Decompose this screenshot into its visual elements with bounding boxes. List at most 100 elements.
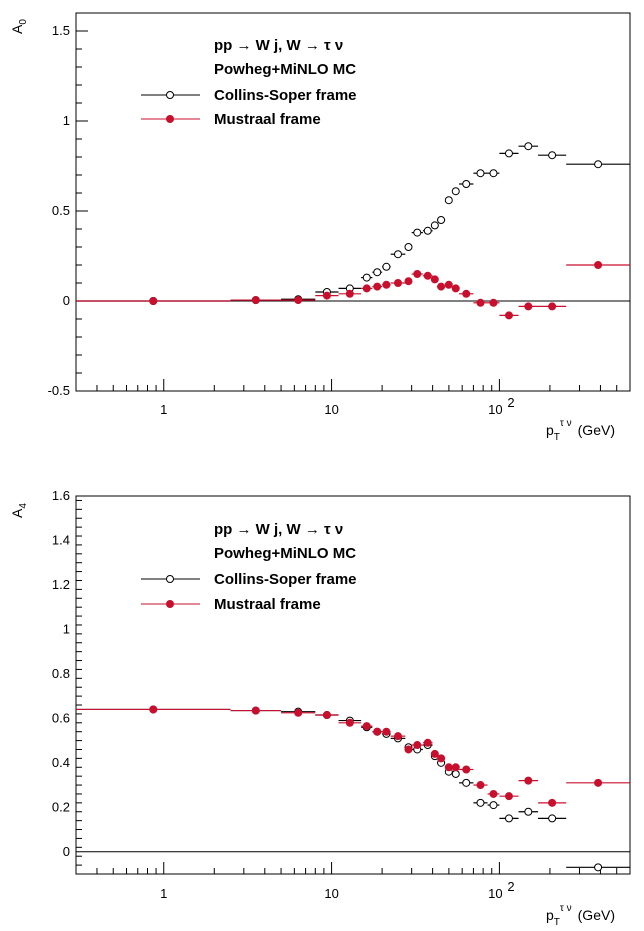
x-tick-label: 1: [160, 402, 167, 417]
data-point-cs: [524, 807, 533, 816]
plot-frame: [75, 12, 631, 392]
data-point-mustraal: [393, 732, 402, 741]
y-tick-label: 1: [63, 621, 70, 636]
data-point-mustraal: [149, 705, 158, 714]
panel-a4: A4 pTτ ν (GeV) pp → W j, W → τ ν Powheg+M…: [9, 488, 631, 928]
y-tick-label: 0.4: [52, 755, 70, 770]
data-point-mustraal: [382, 727, 391, 736]
data-point-mustraal: [373, 282, 382, 291]
data-point-mustraal: [462, 289, 471, 298]
data-point-mustraal: [404, 277, 413, 286]
data-point-mustraal: [476, 298, 485, 307]
data-point-mustraal: [451, 284, 460, 293]
data-point-cs: [462, 778, 471, 787]
y-tick-label: 1.5: [52, 23, 70, 38]
data-point-mustraal: [362, 284, 371, 293]
data-point-mustraal: [504, 792, 513, 801]
y-tick-label: 1.2: [52, 577, 70, 592]
data-point-mustraal: [489, 789, 498, 798]
legend-mu-marker: [166, 115, 174, 123]
data-point-mustraal: [382, 280, 391, 289]
data-point-cs: [451, 769, 460, 778]
data-point-cs: [437, 216, 446, 224]
data-point-cs: [404, 243, 413, 251]
data-point-mustraal: [594, 778, 603, 787]
legend-cs-label: Collins-Soper frame: [214, 571, 357, 588]
legend: pp → W j, W → τ ν Powheg+MiNLO MC Collin…: [141, 521, 357, 613]
plot-frame: [75, 495, 631, 875]
data-point-mustraal: [430, 275, 439, 284]
x-axis-label: pTτ ν (GeV): [546, 418, 615, 443]
data-point-mustraal: [594, 261, 603, 269]
data-point-mustraal: [251, 706, 260, 715]
data-point-cs: [594, 863, 603, 872]
data-point-cs: [548, 151, 557, 160]
y-tick-label: 0.6: [52, 710, 70, 725]
data-point-cs: [362, 273, 371, 282]
data-point-cs: [444, 196, 453, 205]
data-point-mustraal: [444, 763, 453, 772]
y-tick-label: 0.5: [52, 203, 70, 218]
y-tick-label: 1: [63, 113, 70, 128]
data-point-cs: [594, 160, 603, 169]
data-point-cs: [382, 262, 391, 271]
data-point-mustraal: [404, 745, 413, 754]
legend-mu-marker: [166, 600, 174, 608]
data-point-mustraal: [504, 311, 513, 320]
legend-cs-marker: [166, 575, 174, 583]
data-point-mustraal: [437, 754, 446, 763]
data-point-mustraal: [524, 302, 533, 311]
data-point-mustraal: [423, 738, 432, 747]
data-point-mustraal: [423, 271, 432, 280]
y-tick-label: 1.6: [52, 488, 70, 503]
data-point-mustraal: [476, 781, 485, 790]
data-point-cs: [476, 169, 485, 178]
x-tick-label-exponent: 2: [507, 395, 514, 410]
data-point-mustraal: [322, 291, 331, 300]
x-tick-label: 10: [324, 402, 338, 417]
y-tick-label: 0.2: [52, 799, 70, 814]
legend-mu-label: Mustraal frame: [214, 111, 321, 128]
data-point-cs: [489, 169, 498, 178]
data-point-cs: [504, 814, 513, 823]
data-point-cs: [413, 228, 422, 237]
y-tick-label: 0: [63, 293, 70, 308]
data-point-cs: [524, 142, 533, 151]
data-point-mustraal: [345, 289, 354, 298]
x-axis-label: pTτ ν (GeV): [546, 903, 615, 928]
data-point-mustraal: [345, 718, 354, 727]
panel-a0: A0 pTτ ν (GeV) pp → W j, W → τ ν Powheg+M…: [9, 12, 631, 443]
legend: pp → W j, W → τ ν Powheg+MiNLO MC Collin…: [141, 37, 357, 128]
legend-generator: Powheg+MiNLO MC: [214, 61, 356, 78]
data-point-cs: [489, 801, 498, 810]
data-point-mustraal: [430, 749, 439, 758]
y-tick-label: 1.4: [52, 532, 70, 547]
data-point-mustraal: [548, 798, 557, 807]
data-point-mustraal: [413, 741, 422, 750]
data-point-cs: [548, 814, 557, 823]
y-tick-label: 0: [63, 844, 70, 859]
data-point-cs: [462, 180, 471, 188]
x-tick-label: 1: [160, 886, 167, 901]
data-point-cs: [476, 798, 485, 807]
legend-process: pp → W j, W → τ ν: [214, 37, 343, 54]
x-tick-label: 10: [488, 886, 502, 901]
legend-cs-label: Collins-Soper frame: [214, 87, 357, 104]
y-tick-label: 0.8: [52, 666, 70, 681]
data-point-mustraal: [437, 282, 446, 291]
data-point-mustraal: [451, 763, 460, 772]
data-point-mustraal: [362, 722, 371, 731]
data-point-mustraal: [524, 776, 533, 785]
legend-generator: Powheg+MiNLO MC: [214, 545, 356, 562]
data-point-cs: [393, 250, 402, 259]
legend-cs-marker: [166, 91, 174, 99]
data-point-mustraal: [393, 279, 402, 287]
data-point-mustraal: [294, 708, 303, 717]
y-tick-label: -0.5: [48, 383, 70, 398]
data-point-mustraal: [489, 298, 498, 307]
data-point-mustraal: [373, 727, 382, 736]
y-axis-label: A0: [9, 19, 29, 34]
data-point-mustraal: [294, 296, 303, 305]
y-axis-label: A4: [9, 503, 29, 518]
